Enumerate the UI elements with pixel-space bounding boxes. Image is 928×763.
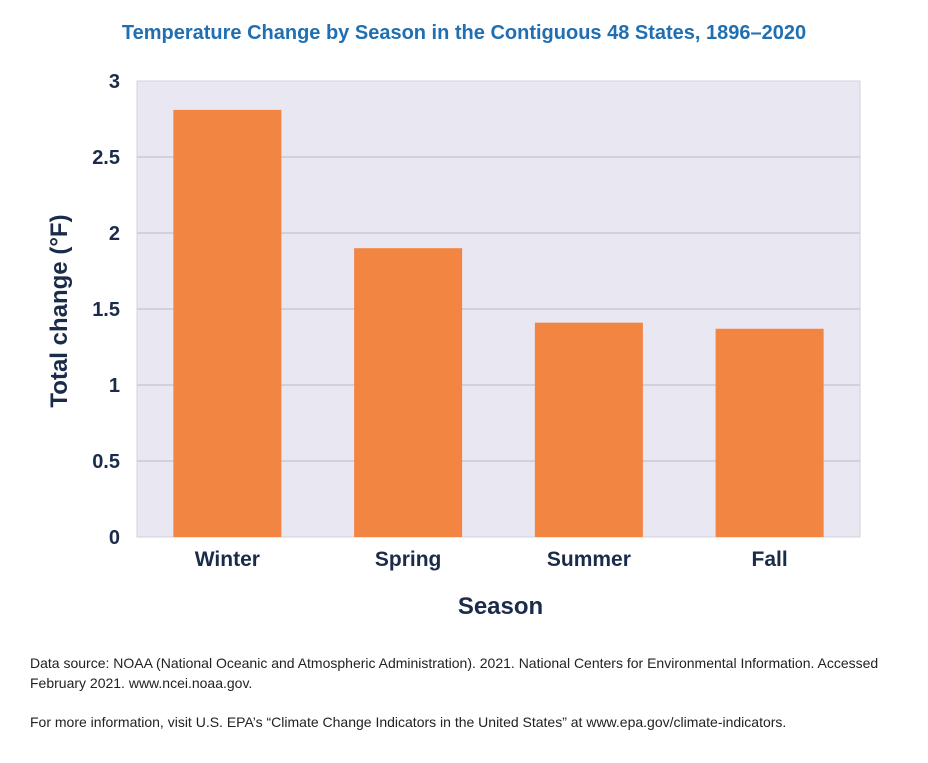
bar-spring [354, 248, 463, 537]
y-tick-label: 2.5 [92, 147, 120, 169]
x-tick-label: Spring [375, 548, 442, 571]
y-axis-ticks: 0 0.5 1 1.5 2 2.5 3 [92, 71, 120, 549]
x-axis-ticks: Winter Spring Summer Fall [195, 548, 788, 571]
y-tick-label: 0.5 [92, 451, 120, 473]
more-info-note: For more information, visit U.S. EPA’s “… [30, 714, 787, 730]
data-source-note: Data source: NOAA (National Oceanic and … [30, 655, 879, 691]
bar-winter [173, 109, 282, 537]
y-tick-label: 0 [109, 527, 120, 549]
bar-chart: 0 0.5 1 1.5 2 2.5 3 Winter Spring Summer Fall Tot… [46, 71, 861, 620]
bars [173, 109, 824, 537]
bar-summer [534, 322, 643, 537]
y-tick-label: 1.5 [92, 299, 120, 321]
bar-fall [715, 328, 824, 537]
y-axis-label: Total change (°F) [46, 214, 73, 407]
y-tick-label: 2 [109, 223, 120, 245]
x-tick-label: Winter [195, 548, 260, 571]
x-tick-label: Summer [547, 548, 631, 571]
y-tick-label: 1 [109, 375, 120, 397]
y-tick-label: 3 [109, 71, 120, 93]
chart-title: Temperature Change by Season in the Cont… [121, 22, 807, 44]
x-axis-label: Season [458, 593, 543, 620]
x-tick-label: Fall [752, 548, 788, 571]
